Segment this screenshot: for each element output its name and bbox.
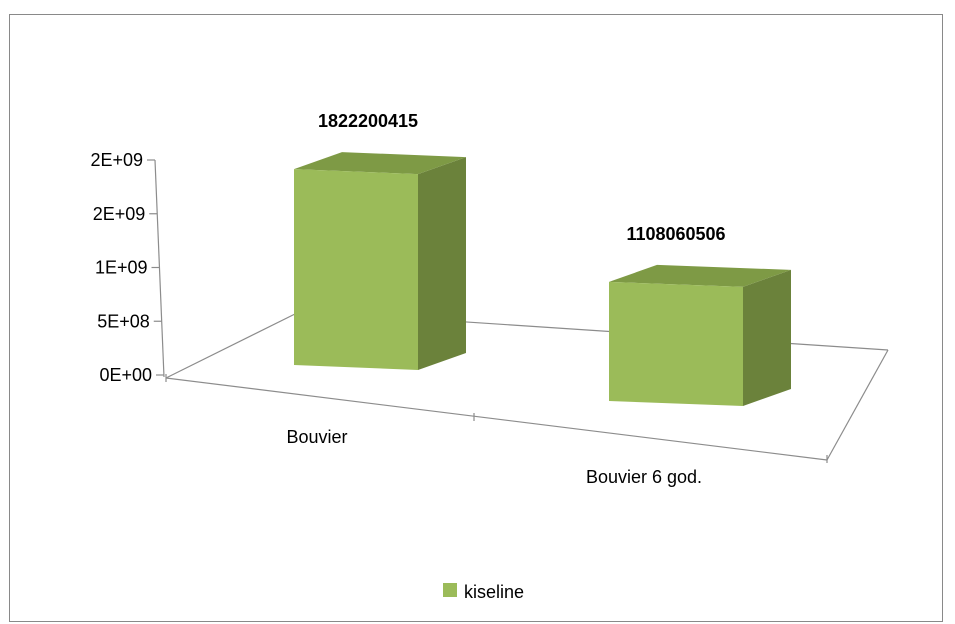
bar-side-face — [418, 157, 466, 370]
bar-top-face — [609, 264, 791, 287]
legend-label-kiseline: kiseline — [464, 582, 524, 602]
data-label: 1108060506 — [626, 224, 725, 244]
floor-edge — [165, 310, 302, 379]
floor-edge — [826, 349, 889, 461]
bars: 1822200415 1108060506 — [294, 111, 791, 406]
floor-edge — [165, 377, 828, 461]
bar-side-face — [743, 269, 791, 406]
data-label: 1822200415 — [318, 111, 418, 131]
legend-swatch — [443, 583, 457, 597]
bar-top-face — [294, 152, 466, 175]
legend: kiseline — [443, 582, 524, 602]
bar-front-face — [294, 169, 418, 370]
y-tick-label: 2E+09 — [93, 204, 146, 224]
bar-1: 1108060506 — [609, 224, 791, 406]
bar-0: 1822200415 — [294, 111, 466, 370]
y-tick-label: 0E+00 — [99, 365, 152, 385]
y-tick-label: 2E+09 — [90, 150, 143, 170]
x-category-label: Bouvier — [286, 427, 347, 447]
y-axis-line — [154, 159, 165, 378]
y-axis: 0E+00 5E+08 1E+09 2E+09 2E+09 — [90, 150, 165, 385]
y-tick-label: 1E+09 — [95, 258, 148, 278]
x-axis-labels: Bouvier Bouvier 6 god. — [286, 427, 702, 487]
bar-front-face — [609, 281, 743, 406]
y-tick-label: 5E+08 — [97, 311, 150, 331]
x-category-label: Bouvier 6 god. — [586, 467, 702, 487]
